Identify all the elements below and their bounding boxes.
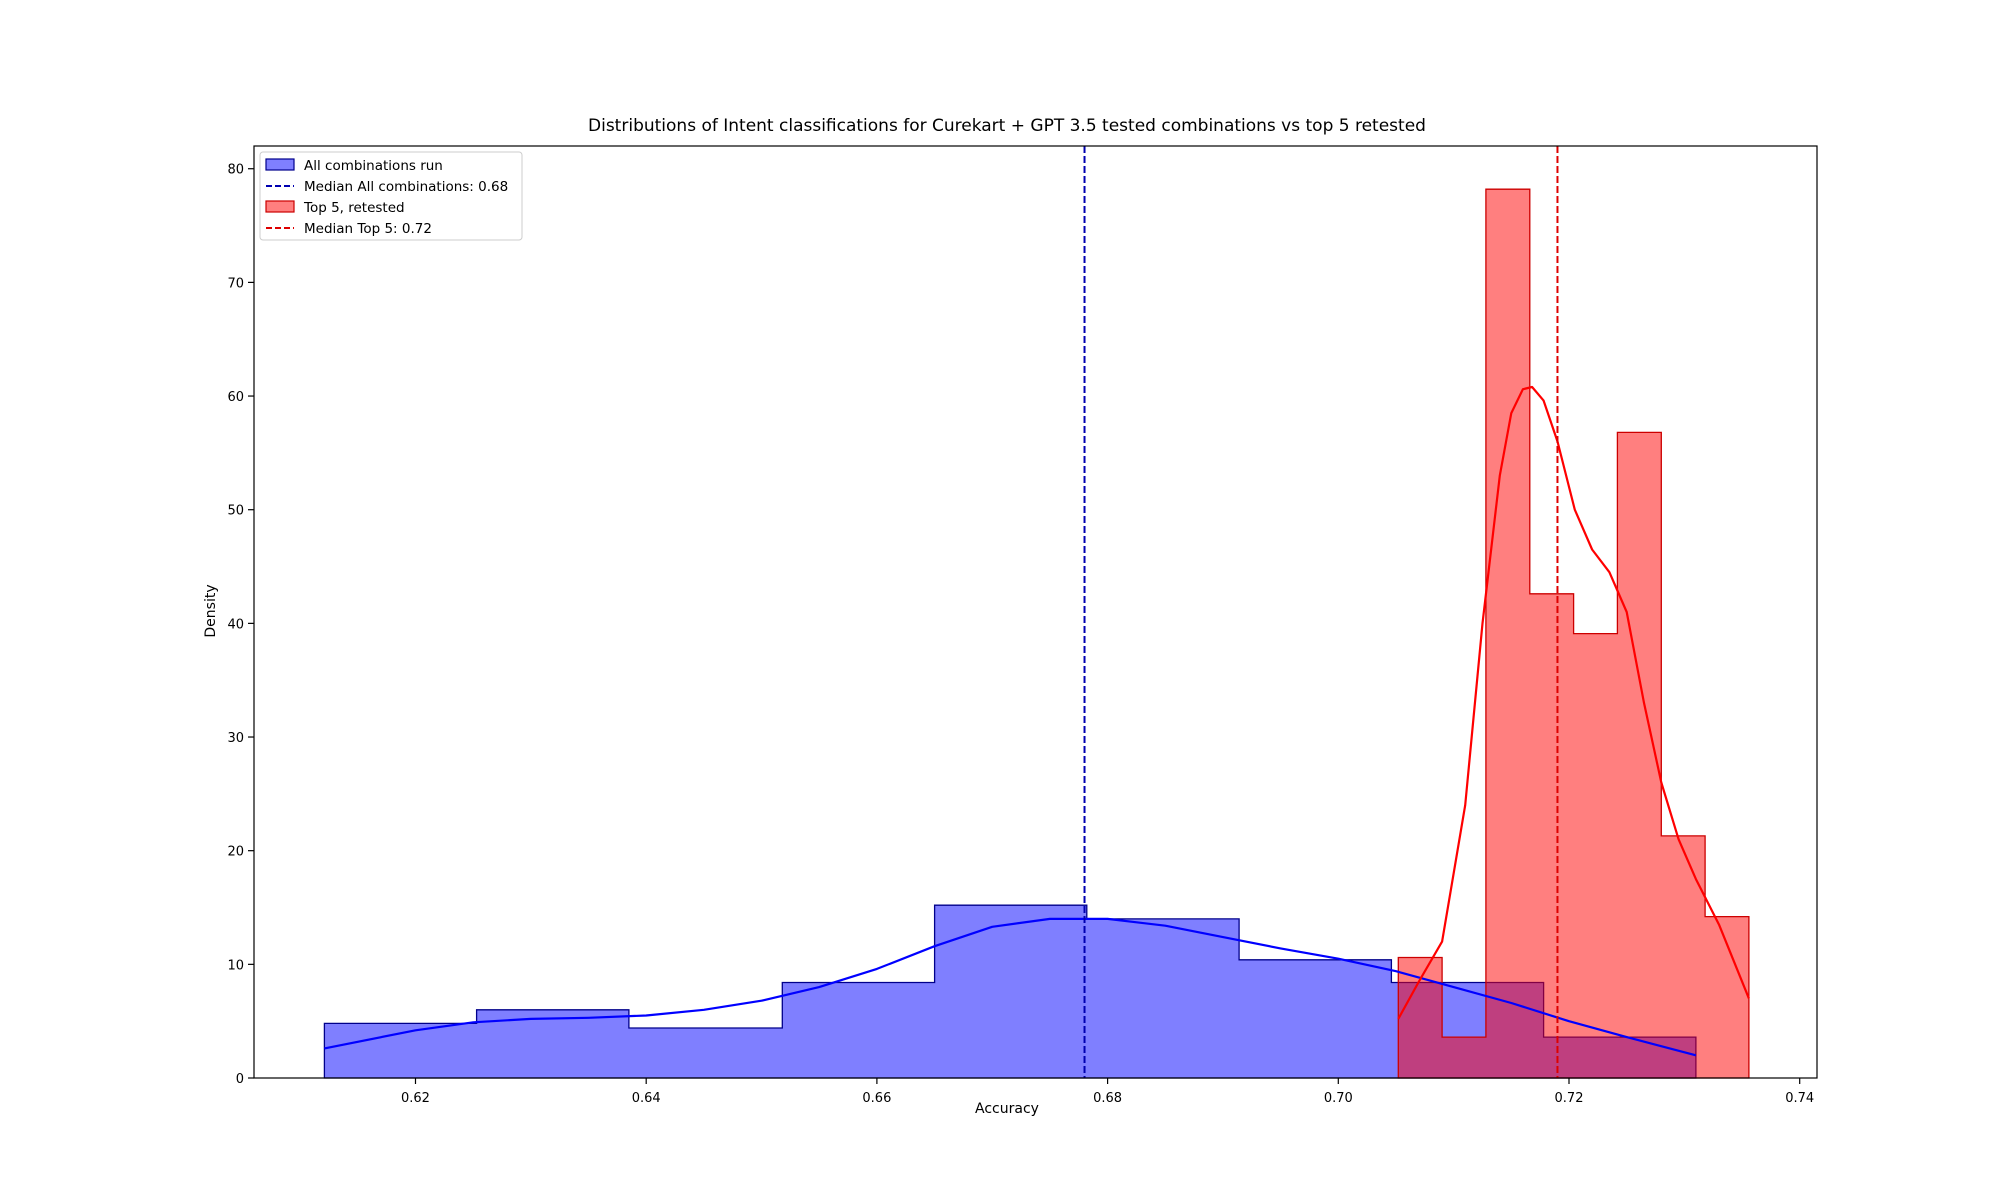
series-2-histogram — [1397, 188, 1750, 1079]
plot-area — [253, 145, 1818, 1079]
legend-swatch — [265, 158, 295, 171]
x-tick-label: 0.70 — [1324, 1091, 1353, 1106]
x-tick-label: 0.74 — [1785, 1091, 1814, 1106]
x-tick-label: 0.62 — [401, 1091, 430, 1106]
y-tick-label: 20 — [227, 845, 244, 860]
series-1-bar — [1239, 960, 1391, 1078]
series-2-bar — [1486, 189, 1530, 1078]
plot-frame — [253, 145, 1818, 1079]
legend: All combinations run Median All combinati… — [259, 151, 523, 241]
x-axis-label: Accuracy — [975, 1101, 1039, 1117]
series-1-kde-line — [324, 917, 1697, 1057]
series-1-bar — [629, 1028, 782, 1078]
series-2-outline — [1397, 188, 1750, 1079]
y-axis-label: Density — [203, 584, 219, 637]
legend-label: Top 5, retested — [303, 200, 405, 216]
x-tick-label: 0.72 — [1555, 1091, 1584, 1106]
y-tick-label: 60 — [227, 390, 244, 405]
legend-label: Median All combinations: 0.68 — [304, 179, 508, 195]
y-tick-label: 10 — [227, 958, 244, 973]
series-2-bar — [1574, 634, 1618, 1078]
x-tick-label: 0.64 — [632, 1091, 661, 1106]
series-1-bar — [1087, 919, 1239, 1078]
series-2-bar — [1398, 958, 1442, 1078]
y-tick-label: 50 — [227, 504, 244, 519]
series-1-bar — [324, 1023, 476, 1078]
series-2-bar — [1661, 836, 1705, 1078]
chart-title: Distributions of Intent classifications … — [588, 116, 1426, 136]
legend-box — [259, 151, 523, 241]
y-tick-label: 0 — [236, 1072, 244, 1087]
x-tick-label: 0.68 — [1093, 1091, 1122, 1106]
y-tick-label: 40 — [227, 617, 244, 632]
x-tick-label: 0.66 — [862, 1091, 891, 1106]
x-axis: 0.62 0.64 0.66 0.68 0.70 0.72 0.74 — [401, 1078, 1814, 1106]
legend-label: Median Top 5: 0.72 — [304, 221, 432, 237]
series-2-bar — [1530, 594, 1574, 1078]
series-2-bar — [1705, 917, 1749, 1078]
series-2-bar — [1442, 1037, 1486, 1078]
series-1-bar — [782, 983, 934, 1078]
y-axis: 0 10 20 30 40 50 60 70 80 — [227, 163, 254, 1087]
series-1-fill — [324, 905, 1696, 1078]
y-tick-label: 30 — [227, 731, 244, 746]
legend-label: All combinations run — [304, 158, 443, 174]
y-tick-label: 80 — [227, 163, 244, 178]
y-tick-label: 70 — [227, 276, 244, 291]
series-1-bar — [935, 905, 1087, 1078]
legend-swatch — [265, 200, 295, 213]
